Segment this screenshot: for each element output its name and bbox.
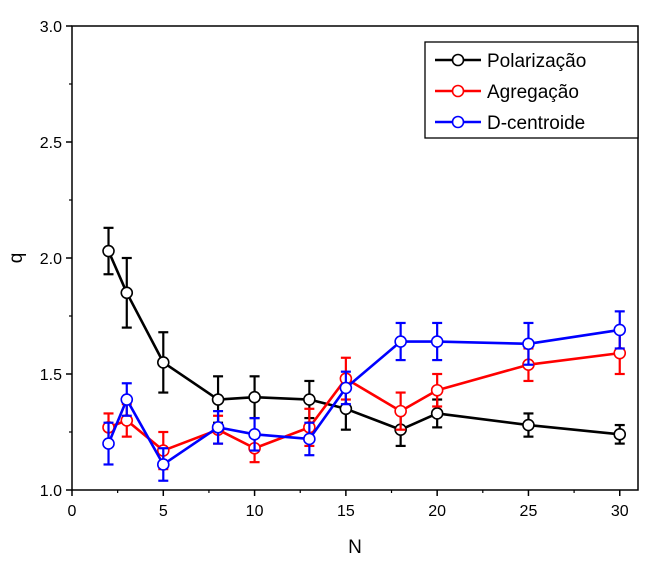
series-2 bbox=[102, 310, 627, 482]
data-point bbox=[102, 244, 115, 258]
data-point bbox=[522, 337, 535, 351]
data-point bbox=[120, 393, 134, 406]
axis-layer: 0 5 10 15 20 25 30 1.0 1.5 2.0 2.5 3.0 Nq bbox=[6, 19, 629, 558]
x-tick-label: 25 bbox=[520, 503, 538, 520]
y-tick-label: 2.0 bbox=[40, 251, 62, 268]
data-point bbox=[303, 432, 316, 446]
x-axis-title: N bbox=[348, 537, 362, 558]
data-point bbox=[339, 381, 353, 395]
legend: Polarização Agregação D-centroide bbox=[424, 41, 639, 139]
series-layer bbox=[102, 226, 627, 482]
y-tick-label: 3.0 bbox=[40, 19, 62, 36]
series-line bbox=[107, 328, 620, 466]
legend-item: D-centroide bbox=[435, 113, 585, 134]
y-tick-label: 1.0 bbox=[40, 483, 62, 500]
data-point bbox=[120, 286, 134, 300]
x-tick-label: 30 bbox=[611, 503, 629, 520]
series-line bbox=[108, 351, 620, 452]
data-point bbox=[613, 428, 627, 441]
x-tick-label: 0 bbox=[68, 503, 77, 520]
legend-label: Agregação bbox=[487, 82, 579, 103]
series-0 bbox=[102, 226, 627, 448]
data-point bbox=[102, 437, 115, 450]
x-tick-label: 15 bbox=[337, 503, 355, 520]
legend-item: Agregação bbox=[435, 82, 579, 103]
data-point bbox=[430, 383, 444, 397]
x-tick-label: 5 bbox=[159, 503, 168, 520]
data-point bbox=[211, 421, 225, 434]
data-point bbox=[394, 404, 407, 418]
data-point bbox=[613, 323, 627, 337]
data-point bbox=[248, 428, 261, 441]
data-point bbox=[248, 390, 261, 404]
data-point bbox=[394, 335, 407, 348]
legend-marker bbox=[451, 53, 465, 67]
data-point bbox=[156, 458, 170, 471]
data-point bbox=[303, 393, 316, 406]
data-point bbox=[156, 356, 170, 369]
y-axis-title: q bbox=[6, 253, 27, 264]
legend-marker bbox=[451, 115, 465, 129]
data-point bbox=[430, 335, 444, 348]
x-tick-label: 20 bbox=[428, 503, 446, 520]
series-1 bbox=[102, 331, 627, 471]
y-tick-label: 1.5 bbox=[40, 367, 62, 384]
legend-marker bbox=[451, 84, 465, 98]
legend-label: Polarização bbox=[487, 51, 586, 72]
y-tick-label: 2.5 bbox=[40, 135, 62, 152]
legend-label: D-centroide bbox=[487, 113, 585, 134]
data-point bbox=[430, 407, 444, 420]
x-tick-label: 10 bbox=[246, 503, 264, 520]
data-point bbox=[522, 418, 535, 432]
data-point bbox=[211, 393, 225, 406]
legend-item: Polarização bbox=[435, 51, 586, 72]
